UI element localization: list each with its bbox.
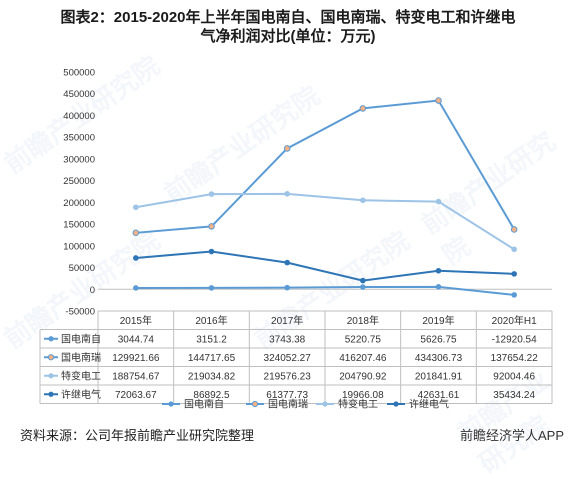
y-tick-label: 300000	[63, 154, 95, 165]
table-series-name: 国电南自	[61, 333, 101, 346]
legend-label: 许继电气	[409, 398, 449, 411]
x-tick-label: 2015年	[120, 314, 152, 327]
table-cell-value: 416207.46	[339, 353, 387, 364]
y-tick-label: -50000	[65, 307, 95, 318]
table-cell-value: 144717.65	[188, 353, 236, 364]
table-cell-value: 19966.08	[342, 390, 384, 401]
y-tick-label: 50000	[69, 263, 95, 274]
data-point	[360, 197, 366, 204]
table-cell-value: 188754.67	[112, 372, 160, 383]
table-cell-value: 324052.27	[264, 353, 312, 364]
data-point	[208, 223, 215, 230]
y-tick-label: 500000	[63, 68, 95, 79]
x-tick-label: 2020年H1	[492, 314, 537, 327]
table-series-name: 许继电气	[61, 388, 101, 401]
data-point	[435, 267, 442, 274]
data-point	[208, 248, 215, 255]
legend-label: 特变电工	[338, 398, 378, 411]
y-tick-label: 200000	[63, 198, 95, 209]
data-point	[435, 284, 442, 290]
data-point	[284, 284, 290, 291]
data-point	[133, 255, 139, 261]
data-point	[133, 204, 139, 211]
table-series-name: 国电南瑞	[61, 351, 101, 364]
chart-title-line: 气净利润对比(单位：万元)	[200, 28, 376, 45]
table-legend-marker	[48, 336, 54, 342]
y-tick-label: 250000	[63, 176, 95, 187]
table-cell-value: -12920.54	[492, 335, 537, 346]
table-cell-value: 61377.73	[266, 390, 308, 401]
table-cell-value: 219576.23	[264, 372, 312, 383]
legend-marker	[168, 401, 174, 407]
data-point	[511, 271, 517, 277]
x-tick-label: 2017年	[271, 314, 303, 327]
data-point	[359, 105, 367, 112]
legend-label: 国电南自	[184, 398, 224, 411]
legend-marker	[393, 401, 399, 407]
y-tick-label: 0	[90, 285, 95, 296]
data-point	[511, 292, 517, 298]
table-legend-marker	[48, 373, 54, 379]
table-cell-value: 5220.75	[345, 335, 382, 346]
data-point	[208, 285, 215, 291]
table-cell-value: 137654.22	[491, 353, 539, 364]
table-cell-value: 129921.66	[112, 353, 160, 364]
source-note: 资料来源：公司年报前瞻产业研究院整理	[20, 428, 255, 443]
legend-label: 国电南瑞	[268, 398, 308, 411]
data-point	[435, 198, 442, 205]
brand-label: 前瞻经济学人APP	[459, 428, 564, 443]
table-legend-marker	[47, 354, 55, 361]
data-point	[133, 285, 139, 291]
series-line	[135, 192, 515, 251]
x-tick-label: 2016年	[195, 314, 227, 327]
table-cell-value: 42631.61	[418, 390, 460, 401]
table-cell-value: 3044.74	[118, 335, 155, 346]
data-point	[284, 259, 290, 266]
series-line	[135, 99, 516, 234]
data-point	[511, 246, 517, 253]
table-cell-value: 3151.2	[196, 335, 227, 346]
table-cell-value: 5626.75	[420, 335, 457, 346]
chart-title: 图表2：2015-2020年上半年国电南自、国电南瑞、特变电工和许继电 气净利润对…	[0, 8, 576, 46]
series-line	[135, 250, 515, 282]
legend-marker	[251, 400, 259, 408]
data-point	[360, 277, 366, 284]
table-cell-value: 219034.82	[188, 372, 236, 383]
table-legend-marker	[48, 391, 54, 397]
data-point	[360, 284, 366, 290]
table-cell-value: 434306.73	[415, 353, 463, 364]
data-point	[132, 229, 140, 237]
table-series-name: 特变电工	[61, 370, 101, 383]
y-tick-label: 150000	[63, 220, 95, 231]
chart-title-line: 图表2：2015-2020年上半年国电南自、国电南瑞、特变电工和许继电	[60, 9, 516, 26]
y-tick-label: 400000	[63, 111, 95, 122]
y-tick-label: 350000	[63, 133, 95, 144]
line-chart: -50000 0 50000 100000 150000 200000 250000 3000…	[39, 68, 553, 411]
data-point	[510, 226, 518, 233]
table-cell-value: 92004.46	[493, 372, 535, 383]
x-tick-label: 2018年	[347, 314, 379, 327]
table-cell-value: 86892.5	[193, 390, 230, 401]
table-cell-value: 35434.24	[493, 390, 535, 401]
data-point	[283, 145, 291, 152]
table-cell-value: 3743.38	[269, 335, 306, 346]
x-tick-label: 2019年	[422, 314, 454, 327]
table-cell-value: 204790.92	[339, 372, 387, 383]
table-cell-value: 72063.67	[115, 390, 157, 401]
data-point	[208, 191, 215, 197]
table-cell-value: 201841.91	[415, 372, 463, 383]
y-tick-label: 100000	[63, 241, 95, 252]
data-point	[284, 191, 290, 197]
data-point	[435, 97, 442, 104]
y-tick-label: 450000	[63, 89, 95, 100]
series-line	[135, 285, 515, 296]
legend-marker	[322, 401, 328, 407]
